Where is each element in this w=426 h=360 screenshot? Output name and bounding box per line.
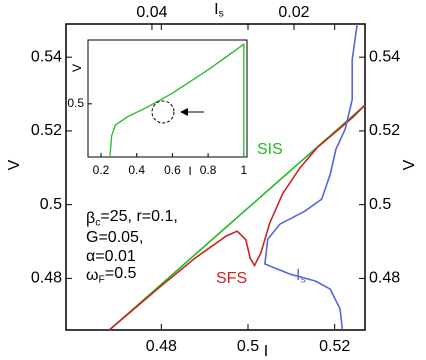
parameter: β [86,210,95,227]
parameter: =0.5 [105,265,137,282]
x-tick-label: 0.8 [200,163,217,177]
x2-tick-label: 0.04 [136,4,167,21]
series-label: SFS [216,270,247,287]
x-tick-label: 0.6 [164,163,181,177]
parameter-sub: c [95,217,100,228]
series-label: Is [296,267,306,285]
x2-tick-label: 0.02 [278,4,309,21]
y-tick-label: 0.48 [369,270,400,287]
series-line [109,43,245,158]
y-tick-label: 0.54 [31,48,62,65]
x-tick-label: 0.2 [93,163,110,177]
parameter: α=0.01 [86,248,136,265]
y-tick-label: 0.52 [31,122,62,139]
series-label: SIS [257,141,283,158]
y-tick-label: 0.48 [31,270,62,287]
y-tick-label: 0.52 [369,122,400,139]
series-label: SFS [216,270,247,287]
x-tick-label: 0.52 [319,338,350,355]
inset-x-label: I [188,164,191,178]
series-line [108,104,366,331]
series-label: SIS [257,141,283,158]
parameter-sub: F [99,274,105,285]
parameter: βc=25, r=0.1, [86,208,178,228]
series-label-sub: s [300,274,305,285]
x-tick-label: 1 [240,163,247,177]
x-axis-label: I [264,343,268,360]
arrow-head [180,108,188,116]
parameter: G [86,229,98,246]
y-axis-label: V [401,159,418,170]
highlight-circle [151,100,175,124]
parameter: =0.05, [98,229,143,246]
parameter: =0.01 [95,248,136,265]
inset-frame [87,39,248,158]
series-label: I [296,267,300,284]
y-tick-label: 0.5 [67,96,84,110]
parameter: α [86,248,95,265]
parameter: ω [86,267,99,284]
x-tick-label: 0.5 [237,338,259,355]
y-tick-label: 0.54 [369,48,400,65]
inset-y-label: V [70,64,84,72]
x-tick-label: 0.4 [128,163,145,177]
series-line [264,23,358,329]
y-axis-label: V [6,159,23,170]
parameter: =25, r=0.1, [100,208,177,225]
x2-axis-label-sub: s [219,8,224,19]
parameter: ωF=0.5 [86,265,137,285]
y-tick-label: 0.5 [40,196,62,213]
parameter: G=0.05, [86,229,143,246]
x-tick-label: 0.48 [146,338,177,355]
y-tick-label: 0.5 [369,196,391,213]
plot-frame [65,23,366,331]
x2-axis-label: Is [214,1,224,19]
x2-axis-label: I [214,1,218,18]
